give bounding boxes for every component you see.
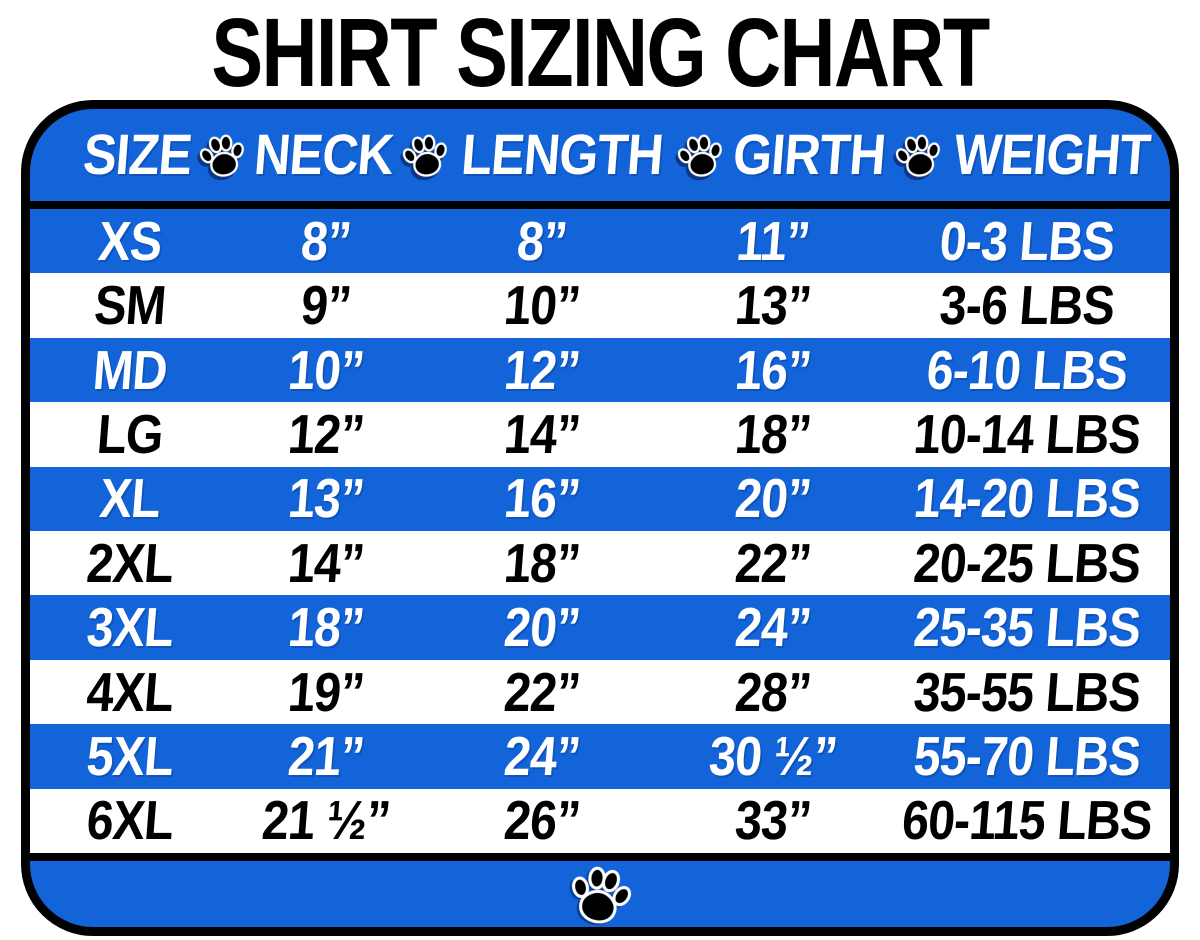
cell-neck: 9” (298, 274, 354, 337)
cell-girth: 16” (732, 338, 814, 401)
cell-weight: 55-70 LBS (911, 724, 1143, 787)
column-header-length: LENGTH (459, 122, 666, 187)
page-title: SHIRT SIZING CHART (211, 0, 990, 107)
cell-neck: 13” (285, 467, 367, 530)
paw-icon (398, 130, 452, 181)
cell-size: 2XL (84, 531, 176, 594)
cell-neck: 18” (285, 596, 367, 659)
table-row: XL 13” 16” 20” 14-20 LBS (30, 466, 1170, 532)
table-row: 3XL 18” 20” 24” 25-35 LBS (30, 595, 1170, 660)
cell-size: 5XL (84, 724, 176, 787)
cell-neck: 19” (285, 660, 367, 723)
cell-length: 12” (501, 338, 583, 401)
paw-icon (195, 130, 249, 181)
cell-size: SM (92, 274, 168, 337)
cell-length: 16” (501, 467, 583, 530)
paw-icon (891, 130, 945, 181)
paw-icon (672, 130, 727, 181)
cell-length: 26” (501, 789, 583, 852)
cell-girth: 13” (732, 274, 814, 337)
cell-weight: 3-6 LBS (937, 274, 1117, 337)
column-header-neck: NECK (251, 122, 396, 187)
table-row: XS 8” 8” 11” 0-3 LBS (30, 209, 1170, 274)
cell-length: 24” (501, 724, 583, 787)
table-header: SIZE NECK LENGTH GIRTH WEIGHT (30, 109, 1170, 201)
cell-weight: 35-55 LBS (911, 660, 1143, 723)
column-header-weight: WEIGHT (951, 122, 1153, 187)
cell-size: 4XL (84, 660, 176, 723)
cell-weight: 60-115 LBS (899, 789, 1155, 852)
cell-weight: 14-20 LBS (911, 467, 1143, 530)
cell-neck: 10” (285, 338, 367, 401)
table-row: 6XL 21 ½” 26” 33” 60-115 LBS (30, 788, 1170, 854)
cell-girth: 22” (732, 531, 814, 594)
sizing-chart-card: SIZE NECK LENGTH GIRTH WEIGHT XS 8” 8” 1… (21, 100, 1179, 936)
cell-neck: 14” (285, 531, 367, 594)
card-footer (30, 860, 1170, 927)
table-row: MD 10” 12” 16” 6-10 LBS (30, 337, 1170, 403)
paw-icon (563, 860, 637, 927)
table-body: XS 8” 8” 11” 0-3 LBS SM 9” 10” 13” 3-6 L… (30, 209, 1170, 854)
cell-size: MD (90, 338, 170, 401)
cell-length: 14” (501, 402, 583, 465)
cell-weight: 25-35 LBS (911, 596, 1143, 659)
cell-size: XL (97, 467, 163, 530)
cell-girth: 28” (732, 660, 814, 723)
divider (30, 201, 1170, 209)
cell-weight: 10-14 LBS (911, 402, 1143, 465)
column-header-girth: GIRTH (730, 122, 888, 187)
cell-size: XS (96, 209, 164, 272)
table-row: LG 12” 14” 18” 10-14 LBS (30, 402, 1170, 467)
cell-size: 6XL (84, 789, 176, 852)
cell-size: LG (94, 402, 166, 465)
cell-neck: 12” (285, 402, 367, 465)
cell-neck: 8” (298, 209, 354, 272)
cell-length: 10” (501, 274, 583, 337)
cell-girth: 24” (732, 596, 814, 659)
cell-weight: 6-10 LBS (924, 338, 1130, 401)
cell-girth: 33” (732, 789, 814, 852)
table-row: 5XL 21” 24” 30 ½” 55-70 LBS (30, 724, 1170, 789)
cell-length: 8” (514, 209, 570, 272)
cell-weight: 0-3 LBS (937, 209, 1117, 272)
cell-girth: 11” (734, 209, 812, 272)
cell-length: 18” (501, 531, 583, 594)
cell-girth: 20” (732, 467, 814, 530)
cell-girth: 18” (732, 402, 814, 465)
cell-girth: 30 ½” (706, 724, 840, 787)
cell-length: 22” (501, 660, 583, 723)
table-row: SM 9” 10” 13” 3-6 LBS (30, 273, 1170, 338)
cell-weight: 20-25 LBS (911, 531, 1143, 594)
column-header-size: SIZE (80, 122, 194, 187)
table-row: 4XL 19” 22” 28” 35-55 LBS (30, 659, 1170, 725)
cell-length: 20” (501, 596, 583, 659)
cell-size: 3XL (84, 596, 176, 659)
cell-neck: 21” (285, 724, 367, 787)
divider (30, 853, 1170, 861)
table-row: 2XL 14” 18” 22” 20-25 LBS (30, 531, 1170, 596)
cell-neck: 21 ½” (259, 789, 393, 852)
